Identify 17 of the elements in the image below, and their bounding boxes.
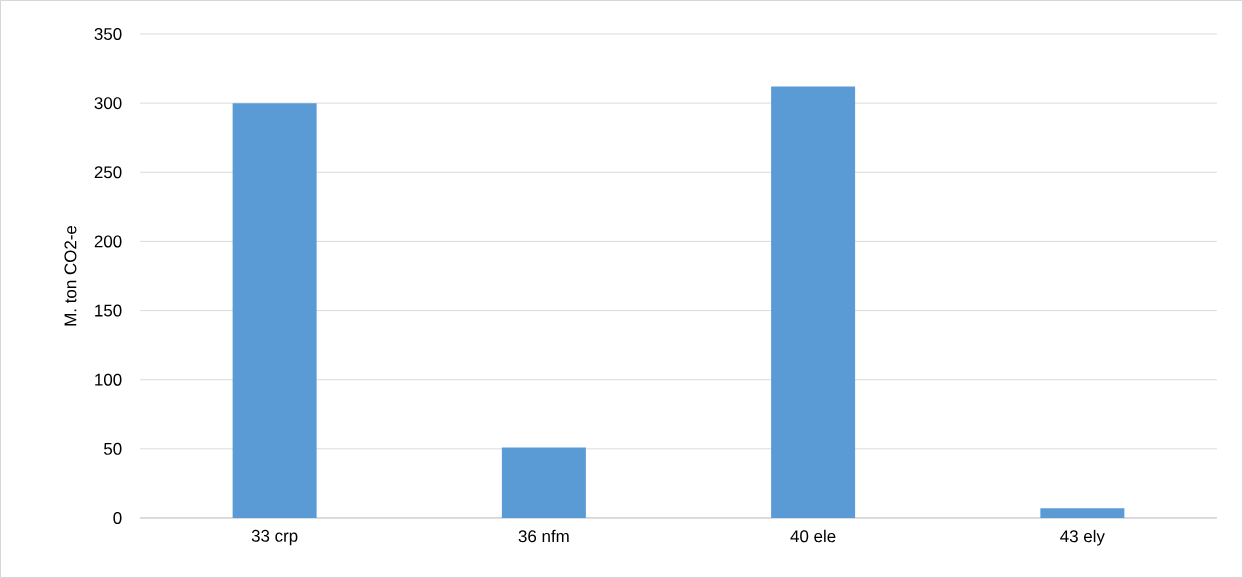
x-tick-label: 40 ele bbox=[790, 529, 836, 543]
y-axis-title: M. ton CO2-e bbox=[64, 225, 77, 326]
x-tick-label: 36 nfm bbox=[518, 529, 569, 543]
y-tick-label: 50 bbox=[104, 442, 122, 455]
x-tick-label: 43 ely bbox=[1060, 529, 1105, 546]
y-tick-label: 150 bbox=[95, 304, 122, 317]
bar bbox=[501, 447, 586, 518]
y-tick-label: 200 bbox=[94, 235, 122, 248]
y-tick-label: 250 bbox=[94, 166, 122, 179]
bar bbox=[771, 86, 856, 518]
y-tick-label: 300 bbox=[94, 97, 122, 110]
y-tick-label: 100 bbox=[95, 373, 122, 386]
y-tick-label: 350 bbox=[94, 27, 122, 40]
x-tick-label: 33 crp bbox=[251, 529, 298, 546]
bar bbox=[232, 103, 317, 518]
y-tick-label: 0 bbox=[113, 511, 122, 524]
bar bbox=[1040, 508, 1125, 518]
